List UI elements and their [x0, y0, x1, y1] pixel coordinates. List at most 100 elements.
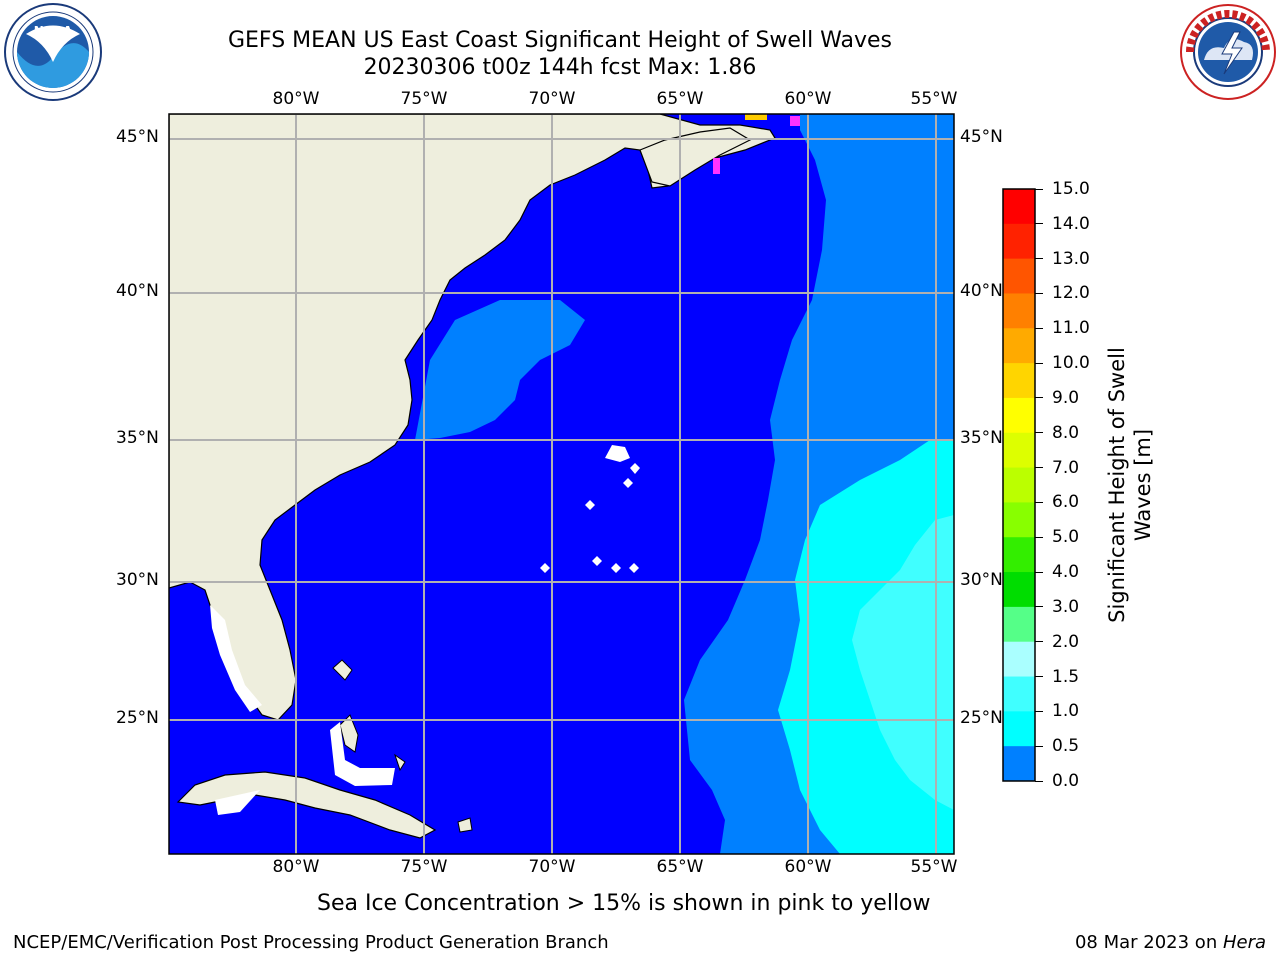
colorbar-tick-label: 8.0 — [1052, 422, 1080, 443]
colorbar-tick — [1035, 606, 1043, 608]
lat-label-left: 35°N — [116, 428, 159, 448]
colorbar-tick — [1035, 467, 1043, 469]
colorbar-tick — [1035, 397, 1043, 399]
colorbar-tick — [1035, 745, 1043, 747]
lon-label-bottom: 55°W — [910, 857, 958, 877]
footer-date: 08 Mar 2023 on Hera — [1075, 932, 1266, 953]
land-bahamas — [332, 659, 473, 833]
lon-label-top: 75°W — [400, 89, 448, 109]
nws-logo-icon — [1180, 4, 1276, 100]
sea-ice-patch — [790, 116, 800, 126]
land-nova-scotia — [639, 127, 752, 187]
colorbar-tick-label: 1.0 — [1052, 701, 1080, 722]
colorbar-band — [1003, 572, 1035, 608]
colorbar-band — [1003, 641, 1035, 678]
colorbar-tick — [1035, 223, 1043, 225]
lon-label-top: 60°W — [784, 89, 832, 109]
colorbar-tick-label: 14.0 — [1052, 213, 1090, 234]
colorbar-tick — [1035, 258, 1043, 260]
lon-label-bottom: 70°W — [528, 857, 576, 877]
colorbar-tick — [1035, 676, 1043, 678]
sea-ice-patch — [745, 114, 767, 120]
colorbar-tick — [1035, 536, 1043, 538]
colorbar-tick — [1035, 780, 1043, 782]
swell-level-1.5-2.0 — [852, 515, 954, 810]
sea-ice-note: Sea Ice Concentration > 15% is shown in … — [317, 891, 931, 916]
colorbar-band — [1003, 746, 1035, 782]
lat-label-right: 30°N — [960, 570, 1003, 590]
noaa-logo-text: NOAA — [34, 24, 73, 38]
colorbar-tick — [1035, 432, 1043, 434]
colorbar-tick — [1035, 641, 1043, 643]
lat-label-right: 40°N — [960, 281, 1003, 301]
lat-label-right: 45°N — [960, 127, 1003, 147]
lon-label-top: 80°W — [272, 89, 320, 109]
lat-label-left: 40°N — [116, 281, 159, 301]
colorbar-band — [1003, 258, 1035, 294]
colorbar — [1002, 188, 1036, 782]
colorbar-tick-label: 7.0 — [1052, 457, 1080, 478]
lon-label-bottom: 80°W — [272, 857, 320, 877]
sea-ice-patch — [713, 158, 720, 174]
map-title-line2: 20230306 t00z 144h fcst Max: 1.86 — [363, 55, 757, 80]
lat-label-right: 35°N — [960, 428, 1003, 448]
colorbar-band — [1003, 502, 1035, 538]
lat-label-left: 45°N — [116, 127, 159, 147]
colorbar-tick — [1035, 362, 1043, 364]
colorbar-tick-label: 1.5 — [1052, 666, 1080, 687]
lon-label-top: 70°W — [528, 89, 576, 109]
colorbar-band — [1003, 676, 1035, 712]
colorbar-band — [1003, 537, 1035, 573]
map-gridlines — [169, 114, 954, 854]
lon-label-bottom: 65°W — [656, 857, 704, 877]
colorbar-tick-label: 5.0 — [1052, 527, 1080, 548]
colorbar-tick-label: 4.0 — [1052, 562, 1080, 583]
map-frame — [168, 113, 955, 855]
lon-label-top: 55°W — [910, 89, 958, 109]
colorbar-band — [1003, 328, 1035, 364]
colorbar-band — [1003, 293, 1035, 329]
colorbar-tick — [1035, 327, 1043, 329]
colorbar-band — [1003, 363, 1035, 399]
colorbar-title: Significant Height of Swell Waves [m] — [1104, 315, 1156, 655]
colorbar-band — [1003, 432, 1035, 469]
colorbar-band — [1003, 189, 1035, 225]
colorbar-tick-label: 2.0 — [1052, 631, 1080, 652]
noaa-logo-icon: NOAA — [4, 3, 102, 101]
colorbar-tick-label: 0.5 — [1052, 736, 1080, 757]
colorbar-band — [1003, 467, 1035, 503]
lat-label-left: 25°N — [116, 708, 159, 728]
lon-label-bottom: 75°W — [400, 857, 448, 877]
swell-level-0.5-1.0-plume — [415, 300, 585, 440]
footer-date-text: 08 Mar 2023 on — [1074, 932, 1223, 953]
colorbar-tick — [1035, 571, 1043, 573]
colorbar-tick — [1035, 292, 1043, 294]
lon-label-top: 65°W — [656, 89, 704, 109]
colorbar-tick — [1035, 188, 1043, 190]
colorbar-tick — [1035, 501, 1043, 503]
colorbar-tick-label: 9.0 — [1052, 387, 1080, 408]
lon-label-bottom: 60°W — [784, 857, 832, 877]
colorbar-tick-label: 12.0 — [1052, 283, 1090, 304]
footer-host: Hera — [1222, 932, 1266, 953]
colorbar-band — [1003, 711, 1035, 747]
map-title-line1: GEFS MEAN US East Coast Significant Heig… — [227, 28, 893, 53]
colorbar-band — [1003, 606, 1035, 643]
lat-label-left: 30°N — [116, 570, 159, 590]
lat-label-right: 25°N — [960, 708, 1003, 728]
colorbar-tick-label: 0.0 — [1052, 771, 1080, 791]
colorbar-tick-label: 6.0 — [1052, 492, 1080, 513]
colorbar-tick-label: 15.0 — [1052, 179, 1090, 199]
colorbar-title-line2: Waves [m] — [1131, 428, 1155, 542]
colorbar-tick-label: 11.0 — [1052, 318, 1090, 339]
undefined-data-patches — [210, 445, 640, 815]
colorbar-tick — [1035, 710, 1043, 712]
colorbar-tick-label: 10.0 — [1052, 353, 1090, 374]
colorbar-title-line1: Significant Height of Swell — [1105, 347, 1129, 623]
colorbar-band — [1003, 223, 1035, 260]
colorbar-tick-label: 13.0 — [1052, 248, 1090, 269]
footer-credit: NCEP/EMC/Verification Post Processing Pr… — [13, 932, 609, 953]
colorbar-tick-label: 3.0 — [1052, 596, 1080, 617]
colorbar-band — [1003, 397, 1035, 434]
